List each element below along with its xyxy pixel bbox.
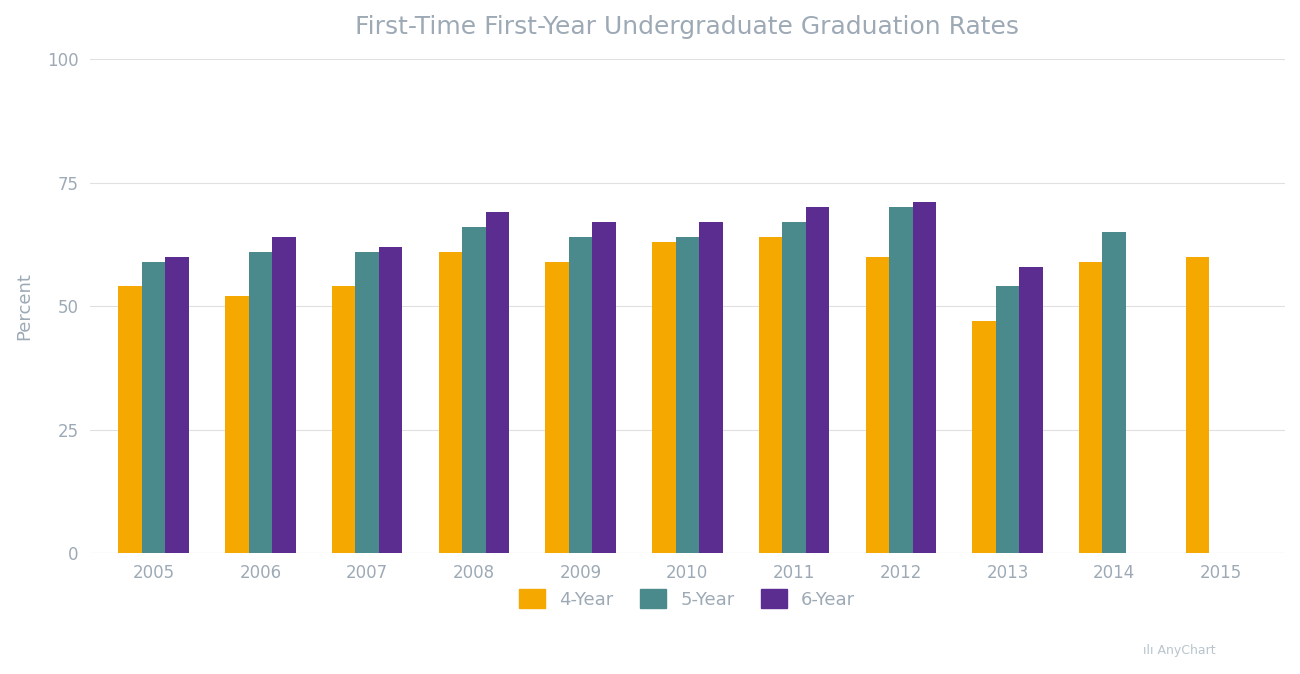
- Bar: [783, 222, 806, 553]
- Bar: [142, 262, 165, 553]
- Bar: [1102, 232, 1126, 553]
- Bar: [866, 257, 889, 553]
- Bar: [996, 286, 1019, 553]
- Bar: [1019, 267, 1043, 553]
- Y-axis label: Percent: Percent: [16, 272, 32, 340]
- Bar: [355, 252, 378, 553]
- Legend: 4-Year, 5-Year, 6-Year: 4-Year, 5-Year, 6-Year: [519, 589, 855, 609]
- Bar: [759, 237, 783, 553]
- Bar: [593, 222, 616, 553]
- Bar: [272, 237, 295, 553]
- Bar: [569, 237, 593, 553]
- Bar: [378, 247, 402, 553]
- Bar: [653, 242, 676, 553]
- Bar: [676, 237, 699, 553]
- Bar: [165, 257, 188, 553]
- Bar: [913, 202, 936, 553]
- Title: First-Time First-Year Undergraduate Graduation Rates: First-Time First-Year Undergraduate Grad…: [355, 15, 1019, 39]
- Bar: [889, 208, 913, 553]
- Bar: [248, 252, 272, 553]
- Bar: [699, 222, 723, 553]
- Text: ılı AnyChart: ılı AnyChart: [1143, 644, 1216, 657]
- Bar: [806, 208, 829, 553]
- Bar: [486, 212, 510, 553]
- Bar: [118, 286, 142, 553]
- Bar: [1079, 262, 1102, 553]
- Bar: [225, 297, 248, 553]
- Bar: [972, 321, 996, 553]
- Bar: [462, 227, 486, 553]
- Bar: [438, 252, 462, 553]
- Bar: [546, 262, 569, 553]
- Bar: [1186, 257, 1209, 553]
- Bar: [332, 286, 355, 553]
